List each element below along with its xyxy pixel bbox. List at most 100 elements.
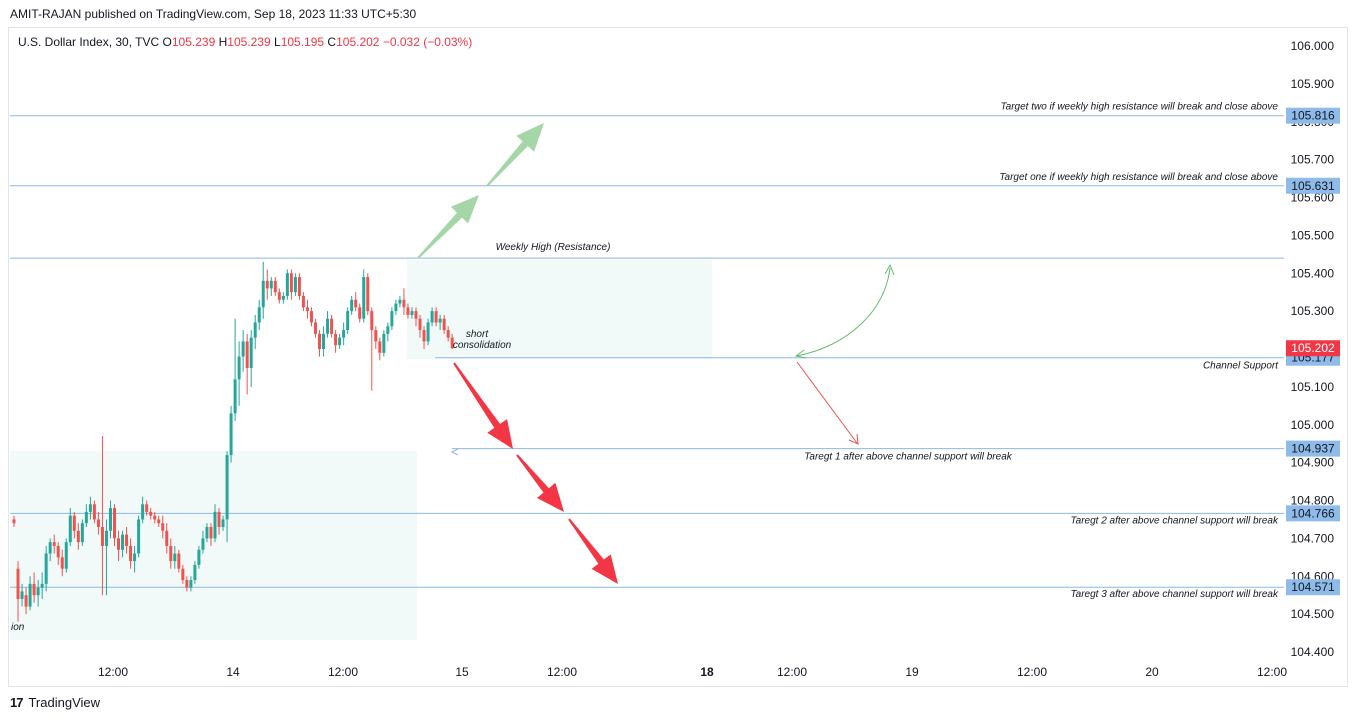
x-tick-label: 18 [700, 665, 714, 679]
candle-body [334, 333, 338, 346]
candle-body [322, 333, 326, 349]
candle-body [358, 307, 362, 319]
candle-body [430, 311, 434, 323]
y-tick-label: 105.100 [1291, 380, 1335, 394]
chart-frame [8, 27, 1348, 687]
x-tick-label: 15 [455, 665, 469, 679]
candle-body [394, 303, 398, 312]
candle-body [301, 295, 305, 308]
bounce-curve-tail-icon [794, 349, 807, 359]
symbol-name[interactable]: U.S. Dollar Index, 30, TVC [18, 35, 160, 49]
x-tick-label: 12:00 [98, 665, 128, 679]
high-value: 105.239 [227, 35, 271, 49]
x-tick-label: 12:00 [547, 665, 577, 679]
candle-body [253, 322, 257, 338]
candle-body [100, 527, 104, 546]
candle-body [362, 277, 366, 319]
candle-body [153, 515, 157, 520]
candle-body [145, 504, 149, 512]
level-price-tag-text: 104.571 [1291, 580, 1335, 594]
candle-body [60, 557, 64, 569]
candle-body [354, 299, 358, 308]
candle-body [64, 542, 68, 569]
candle-body [189, 580, 193, 588]
candle-body [281, 295, 285, 300]
y-tick-label: 104.500 [1291, 607, 1335, 621]
last-price-tag [1286, 340, 1340, 357]
level-note: Taregt 2 after above channel support wil… [1070, 515, 1279, 526]
candle-body [269, 280, 273, 289]
publisher-line: AMIT-RAJAN published on TradingView.com,… [10, 7, 417, 21]
y-tick-label: 105.700 [1291, 153, 1335, 167]
candle-body [418, 318, 422, 331]
candle-body [76, 530, 80, 543]
candle-body [225, 455, 229, 520]
candle-body [422, 330, 426, 342]
candle-body [249, 337, 253, 368]
symbol-legend: U.S. Dollar Index, 30, TVC O105.239 H105… [18, 35, 472, 49]
consolidation-box [407, 260, 712, 359]
level-price-tag-text: 105.631 [1291, 179, 1335, 193]
bull-arrow-1-icon [417, 195, 479, 259]
candle-body [40, 583, 44, 588]
y-tick-label: 105.600 [1291, 191, 1335, 205]
level-note: Channel Support [1203, 361, 1279, 372]
candle-body [201, 538, 205, 550]
consolidation-label-1: short [466, 329, 489, 340]
candle-body [113, 508, 116, 539]
close-value: 105.202 [336, 35, 380, 49]
candle-body [32, 583, 36, 596]
candle-body [52, 542, 56, 546]
y-tick-label: 104.700 [1291, 531, 1335, 545]
bear-arrow-2-icon [516, 454, 564, 512]
candle-body [117, 538, 121, 550]
candle-body [346, 311, 350, 331]
candle-body [318, 333, 322, 349]
last-price-text: 105.202 [1291, 341, 1335, 355]
y-tick-label: 105.000 [1291, 418, 1335, 432]
level-price-tag [1286, 505, 1340, 522]
candle-body [237, 356, 241, 380]
candle-body [273, 280, 277, 293]
y-tick-label: 105.900 [1291, 77, 1335, 91]
candle-body [12, 519, 16, 524]
candle-body [297, 277, 301, 296]
candle-body [293, 277, 297, 293]
candle-body [378, 341, 382, 353]
candle-body [370, 311, 374, 331]
candle-body [108, 508, 112, 531]
candle-body [193, 564, 197, 581]
x-tick-label: 20 [1145, 665, 1159, 679]
candle-body [197, 549, 201, 565]
candle-body [141, 504, 145, 520]
candle-body [56, 545, 60, 558]
x-tick-label: 12:00 [1257, 665, 1287, 679]
candle-body [149, 511, 153, 516]
candle-body [285, 273, 289, 296]
y-tick-label: 105.300 [1291, 304, 1335, 318]
y-tick-label: 105.400 [1291, 266, 1335, 280]
candle-body [257, 307, 261, 323]
level-price-tag [1286, 579, 1340, 596]
candle-body [92, 504, 96, 520]
footer-brand[interactable]: TradingView [28, 695, 101, 710]
y-tick-label: 104.900 [1291, 456, 1335, 470]
candle-body [342, 330, 346, 338]
target1-arrow-icon [450, 448, 459, 456]
candle-body [305, 307, 309, 312]
change-value: −0.032 (−0.03%) [382, 35, 473, 49]
tradingview-logo-icon[interactable]: 17 [10, 695, 24, 710]
candle-body [390, 311, 394, 327]
candle-body [245, 341, 249, 368]
candle-body [446, 330, 450, 338]
high-label: H [218, 35, 228, 49]
candle-body [24, 595, 28, 607]
candle-body [28, 583, 32, 607]
candle-body [125, 534, 129, 546]
candle-body [434, 311, 438, 323]
candle-body [217, 511, 221, 528]
candle-body [157, 519, 161, 524]
candle-body [338, 337, 342, 346]
candle-body [261, 280, 265, 308]
